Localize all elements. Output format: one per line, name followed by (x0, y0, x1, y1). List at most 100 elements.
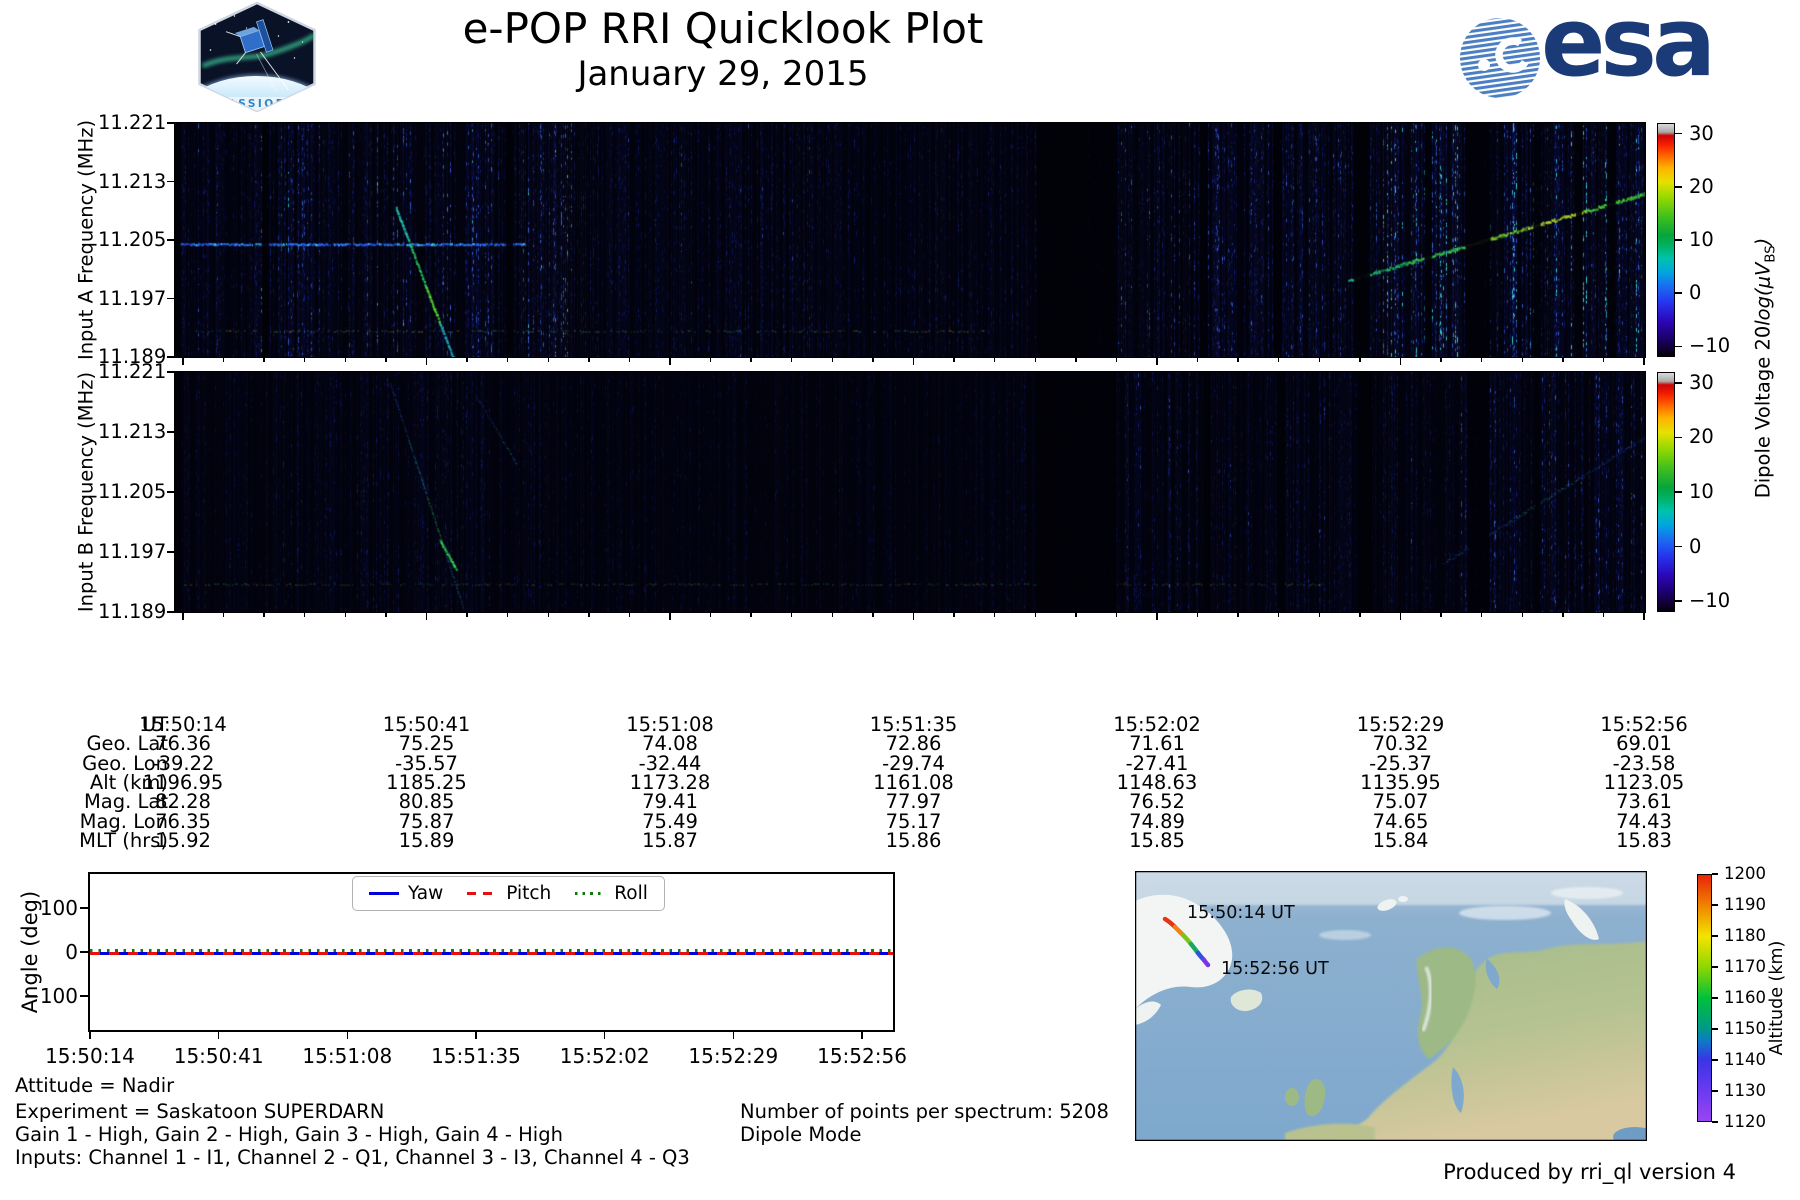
table-cell: 15:52:29 (1356, 713, 1445, 736)
angle-ytick-mark (80, 951, 88, 953)
colorbar-label-suffix: ) (1751, 237, 1775, 246)
time-tick-mark (385, 358, 387, 362)
colorbar-label-func: log(μV (1751, 262, 1775, 326)
time-tick-mark (1480, 358, 1483, 362)
time-tick-mark (993, 358, 996, 362)
angle-xtick-label: 15:52:29 (688, 1044, 779, 1068)
time-tick-mark (1196, 613, 1199, 617)
time-tick-mark (791, 613, 793, 617)
alt-tick-label: 1200 (1724, 864, 1766, 883)
table-cell: 82.28 (155, 790, 211, 814)
time-tick-mark (1034, 613, 1036, 617)
table-cell: 79.41 (642, 790, 698, 814)
time-tick-mark (1278, 358, 1280, 362)
table-cell: 15.92 (155, 828, 211, 852)
legend-item-yaw: Yaw (369, 883, 443, 904)
track-end-label: 15:52:56 UT (1221, 959, 1329, 979)
annotation-points: Number of points per spectrum: 5208 (740, 1100, 1109, 1123)
angle-xtick-mark (603, 1032, 606, 1039)
table-cell: 75.25 (398, 732, 455, 756)
attitude-legend: Yaw Pitch Roll (352, 876, 665, 911)
time-tick-mark (750, 358, 752, 362)
page-subtitle: January 29, 2015 (577, 54, 869, 94)
alt-tick-label: 1170 (1724, 957, 1766, 976)
produced-by: Produced by rri_ql version 4 (1443, 1160, 1736, 1184)
time-tick-mark (628, 358, 631, 362)
legend-label: Pitch (506, 883, 552, 904)
time-tick-mark (222, 613, 225, 617)
colorbar-tick-label: 0 (1689, 281, 1702, 305)
time-tick-mark (1359, 613, 1361, 617)
time-tick-mark (1318, 613, 1321, 617)
time-tick-mark (1196, 358, 1199, 362)
alt-tick-label: 1140 (1724, 1050, 1766, 1069)
time-tick-mark (1034, 358, 1036, 362)
table-cell: 75.17 (885, 809, 942, 833)
table-cell: 15:50:41 (382, 713, 471, 736)
annotation-inputs: Inputs: Channel 1 - I1, Channel 2 - Q1, … (15, 1146, 690, 1169)
table-cell: 74.43 (1616, 809, 1672, 833)
time-tick-mark (425, 613, 428, 620)
map-iceland (1230, 989, 1263, 1012)
colorbar-tick-mark (1675, 292, 1682, 294)
table-cell: 73.61 (1616, 790, 1672, 814)
angle-xtick-mark (475, 1032, 477, 1039)
colorbar-axis-label: Dipole Voltage 20log(μVBS) (1752, 238, 1779, 499)
time-tick-mark (547, 613, 549, 617)
angle-xtick-mark (732, 1032, 735, 1039)
time-tick-mark (709, 358, 712, 362)
freq-tick-label: 11.205 (98, 480, 167, 503)
time-tick-mark (506, 613, 509, 617)
colorbar-altitude (1697, 874, 1712, 1122)
freq-tick-label: 11.189 (98, 600, 167, 623)
freq-tick-mark (167, 180, 175, 183)
table-cell: 74.08 (642, 732, 698, 756)
table-cell: -27.41 (1125, 751, 1189, 775)
time-tick-mark (263, 358, 265, 362)
colorbar-tick-label: 10 (1689, 480, 1714, 503)
colorbar-tick-mark (1675, 132, 1682, 135)
alt-tick-mark (1712, 935, 1718, 937)
esa-globe-icon (1460, 18, 1540, 98)
time-tick-mark (1643, 358, 1645, 365)
table-cell: 15:52:02 (1113, 713, 1201, 736)
legend-swatch-yaw (369, 891, 399, 896)
legend-swatch-pitch (467, 891, 498, 896)
time-tick-mark (1521, 358, 1523, 362)
table-cell: -35.57 (395, 751, 458, 775)
time-tick-mark (344, 613, 347, 617)
table-row-label: Geo. Lon (82, 751, 168, 775)
input-a-spectrogram-canvas (174, 122, 1646, 358)
time-tick-mark (953, 613, 955, 617)
map-novaya-zemlya (1564, 899, 1599, 940)
freq-tick-mark (167, 122, 175, 124)
table-cell: 74.89 (1129, 809, 1185, 833)
table-row-label: Mag. Lon (79, 809, 168, 833)
table-cell: 15.83 (1616, 828, 1672, 852)
colorbar-tick-label: 30 (1689, 121, 1714, 145)
alt-tick-label: 1160 (1724, 988, 1766, 1007)
satellite-track (1162, 916, 1211, 968)
table-cell: -25.37 (1369, 751, 1432, 775)
time-tick-mark (1156, 613, 1158, 620)
table-cell: 74.65 (1372, 809, 1429, 833)
colorbar-tick-mark (1675, 545, 1682, 548)
alt-tick-mark (1712, 1121, 1718, 1123)
time-tick-mark (750, 613, 752, 617)
time-tick-mark (1399, 358, 1402, 365)
angle-xtick-label: 15:52:56 (817, 1044, 907, 1068)
alt-tick-label: 1150 (1724, 1019, 1766, 1038)
time-tick-mark (1237, 613, 1239, 617)
colorbar-input-b (1657, 372, 1675, 612)
angle-xtick-label: 15:51:08 (302, 1044, 393, 1068)
table-cell: 1185.25 (386, 770, 467, 794)
freq-tick-mark (167, 491, 175, 493)
colorbar-tick-label: 30 (1689, 370, 1714, 394)
alt-tick-mark (1712, 904, 1718, 906)
table-cell: 75.87 (398, 809, 455, 833)
time-tick-mark (1075, 613, 1077, 617)
table-cell: 15.85 (1129, 828, 1185, 852)
table-cell: 75.49 (642, 809, 698, 833)
colorbar-tick-mark (1675, 600, 1682, 602)
